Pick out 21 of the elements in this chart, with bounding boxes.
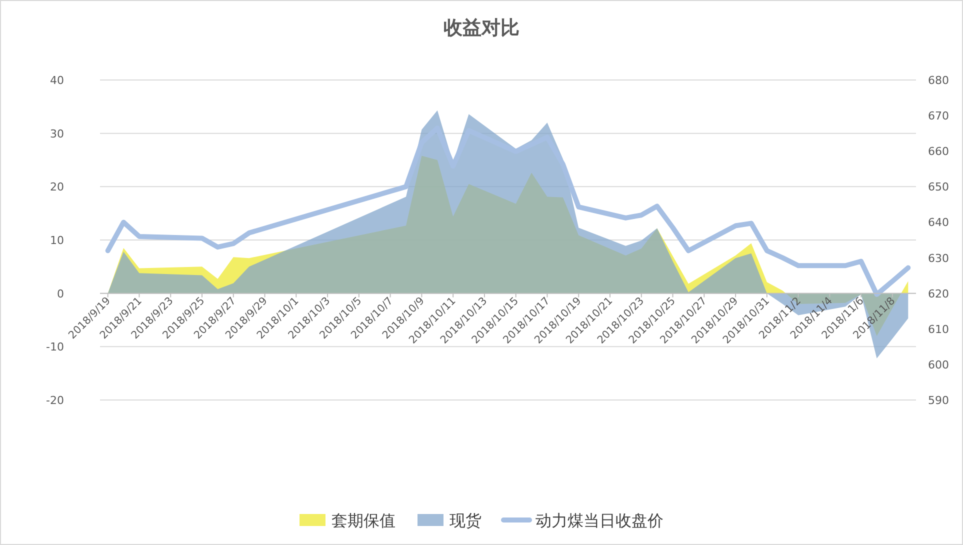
legend-label: 动力煤当日收盘价 (536, 511, 664, 530)
y2-tick-label: 650 (928, 180, 949, 194)
legend-label: 套期保值 (332, 511, 396, 530)
y-tick-label: 10 (50, 234, 64, 247)
y2-tick-label: 660 (928, 145, 949, 158)
y-tick-label: 20 (50, 180, 64, 194)
y2-tick-label: 630 (928, 252, 949, 265)
y2-tick-label: 620 (928, 287, 949, 300)
y2-tick-label: 610 (928, 322, 949, 336)
y2-tick-label: 590 (928, 394, 949, 407)
y-tick-label: 40 (50, 74, 64, 87)
y-tick-label: -20 (46, 394, 64, 407)
y2-tick-label: 600 (928, 358, 949, 372)
y2-tick-label: 640 (928, 216, 949, 230)
legend-label: 现货 (450, 511, 482, 530)
y-tick-label: 30 (50, 127, 64, 140)
chart-title: 收益对比 (444, 17, 520, 39)
y-tick-label: -10 (46, 340, 64, 354)
y2-tick-label: 680 (928, 74, 949, 87)
y2-tick-label: 670 (928, 110, 949, 123)
y-tick-label: 0 (57, 287, 64, 300)
